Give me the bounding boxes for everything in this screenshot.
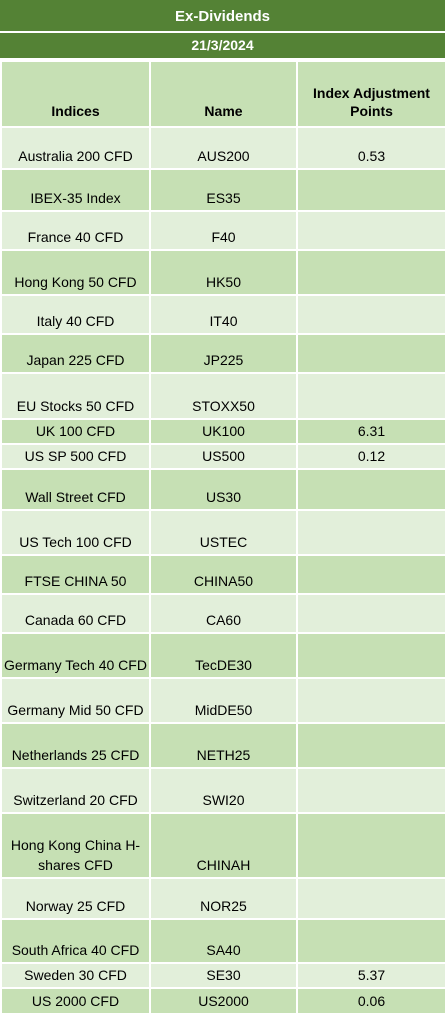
index-cell: Canada 60 CFD bbox=[0, 593, 151, 634]
symbol-cell: SE30 bbox=[149, 962, 298, 989]
symbol-cell: MidDE50 bbox=[149, 677, 298, 724]
sheet-date: 21/3/2024 bbox=[0, 33, 445, 60]
index-cell: FTSE CHINA 50 bbox=[0, 554, 151, 595]
symbol-cell: JP225 bbox=[149, 333, 298, 374]
symbol-cell: SA40 bbox=[149, 918, 298, 964]
table-row: IBEX-35 Index ES35 bbox=[0, 168, 447, 212]
symbol-cell: ES35 bbox=[149, 168, 298, 212]
symbol-cell: F40 bbox=[149, 210, 298, 251]
index-cell: Wall Street CFD bbox=[0, 468, 151, 511]
table-row: US 2000 CFD US2000 0.06 bbox=[0, 987, 447, 1015]
table-row: Australia 200 CFD AUS200 0.53 bbox=[0, 126, 447, 170]
table-row: South Africa 40 CFD SA40 bbox=[0, 918, 447, 964]
table-row: EU Stocks 50 CFD STOXX50 bbox=[0, 372, 447, 420]
symbol-cell: HK50 bbox=[149, 249, 298, 296]
index-cell: Australia 200 CFD bbox=[0, 126, 151, 170]
symbol-cell: UK100 bbox=[149, 418, 298, 445]
points-cell: 0.53 bbox=[296, 126, 447, 170]
points-cell bbox=[296, 918, 447, 964]
index-cell: Germany Mid 50 CFD bbox=[0, 677, 151, 724]
symbol-cell: NETH25 bbox=[149, 722, 298, 769]
table-row: US Tech 100 CFD USTEC bbox=[0, 509, 447, 556]
index-cell: Sweden 30 CFD bbox=[0, 962, 151, 989]
points-cell bbox=[296, 168, 447, 212]
index-cell: Hong Kong China H-shares CFD bbox=[0, 812, 151, 879]
table-row: Canada 60 CFD CA60 bbox=[0, 593, 447, 634]
table-row: Hong Kong China H-shares CFD CHINAH bbox=[0, 812, 447, 879]
table-row: UK 100 CFD UK100 6.31 bbox=[0, 418, 447, 445]
index-cell: France 40 CFD bbox=[0, 210, 151, 251]
symbol-cell: USTEC bbox=[149, 509, 298, 556]
table-row: Switzerland 20 CFD SWI20 bbox=[0, 767, 447, 814]
table-row: US SP 500 CFD US500 0.12 bbox=[0, 443, 447, 470]
index-cell: Hong Kong 50 CFD bbox=[0, 249, 151, 296]
symbol-cell: US2000 bbox=[149, 987, 298, 1015]
column-header-name: Name bbox=[149, 60, 298, 128]
symbol-cell: CHINAH bbox=[149, 812, 298, 879]
points-cell bbox=[296, 468, 447, 511]
symbol-cell: US30 bbox=[149, 468, 298, 511]
index-cell: South Africa 40 CFD bbox=[0, 918, 151, 964]
table-row: France 40 CFD F40 bbox=[0, 210, 447, 251]
index-cell: EU Stocks 50 CFD bbox=[0, 372, 151, 420]
points-cell bbox=[296, 554, 447, 595]
index-cell: Netherlands 25 CFD bbox=[0, 722, 151, 769]
index-cell: Switzerland 20 CFD bbox=[0, 767, 151, 814]
ex-dividends-table: Indices Name Index Adjustment Points Aus… bbox=[0, 60, 447, 1015]
symbol-cell: CA60 bbox=[149, 593, 298, 634]
index-cell: Japan 225 CFD bbox=[0, 333, 151, 374]
points-cell bbox=[296, 877, 447, 920]
points-cell bbox=[296, 509, 447, 556]
table-row: Germany Tech 40 CFD TecDE30 bbox=[0, 632, 447, 679]
symbol-cell: SWI20 bbox=[149, 767, 298, 814]
symbol-cell: CHINA50 bbox=[149, 554, 298, 595]
symbol-cell: TecDE30 bbox=[149, 632, 298, 679]
points-cell bbox=[296, 294, 447, 335]
index-cell: US SP 500 CFD bbox=[0, 443, 151, 470]
table-row: Italy 40 CFD IT40 bbox=[0, 294, 447, 335]
points-cell: 6.31 bbox=[296, 418, 447, 445]
column-header-adjustment-points: Index Adjustment Points bbox=[296, 60, 447, 128]
sheet-title: Ex-Dividends bbox=[0, 0, 445, 33]
index-cell: Germany Tech 40 CFD bbox=[0, 632, 151, 679]
points-cell bbox=[296, 767, 447, 814]
points-cell: 0.06 bbox=[296, 987, 447, 1015]
points-cell bbox=[296, 210, 447, 251]
points-cell bbox=[296, 812, 447, 879]
points-cell: 0.12 bbox=[296, 443, 447, 470]
points-cell bbox=[296, 249, 447, 296]
index-cell: UK 100 CFD bbox=[0, 418, 151, 445]
table-row: Norway 25 CFD NOR25 bbox=[0, 877, 447, 920]
symbol-cell: AUS200 bbox=[149, 126, 298, 170]
symbol-cell: STOXX50 bbox=[149, 372, 298, 420]
points-cell bbox=[296, 333, 447, 374]
symbol-cell: NOR25 bbox=[149, 877, 298, 920]
table-row: Netherlands 25 CFD NETH25 bbox=[0, 722, 447, 769]
points-cell bbox=[296, 677, 447, 724]
index-cell: IBEX-35 Index bbox=[0, 168, 151, 212]
table-row: Germany Mid 50 CFD MidDE50 bbox=[0, 677, 447, 724]
table-row: Hong Kong 50 CFD HK50 bbox=[0, 249, 447, 296]
table-row: Sweden 30 CFD SE30 5.37 bbox=[0, 962, 447, 989]
index-cell: Italy 40 CFD bbox=[0, 294, 151, 335]
index-cell: US Tech 100 CFD bbox=[0, 509, 151, 556]
table-row: Japan 225 CFD JP225 bbox=[0, 333, 447, 374]
column-header-indices: Indices bbox=[0, 60, 151, 128]
index-cell: US 2000 CFD bbox=[0, 987, 151, 1015]
points-cell: 5.37 bbox=[296, 962, 447, 989]
symbol-cell: IT40 bbox=[149, 294, 298, 335]
points-cell bbox=[296, 722, 447, 769]
symbol-cell: US500 bbox=[149, 443, 298, 470]
table-header-row: Indices Name Index Adjustment Points bbox=[0, 60, 447, 128]
points-cell bbox=[296, 372, 447, 420]
table-row: FTSE CHINA 50 CHINA50 bbox=[0, 554, 447, 595]
points-cell bbox=[296, 593, 447, 634]
points-cell bbox=[296, 632, 447, 679]
table-row: Wall Street CFD US30 bbox=[0, 468, 447, 511]
index-cell: Norway 25 CFD bbox=[0, 877, 151, 920]
